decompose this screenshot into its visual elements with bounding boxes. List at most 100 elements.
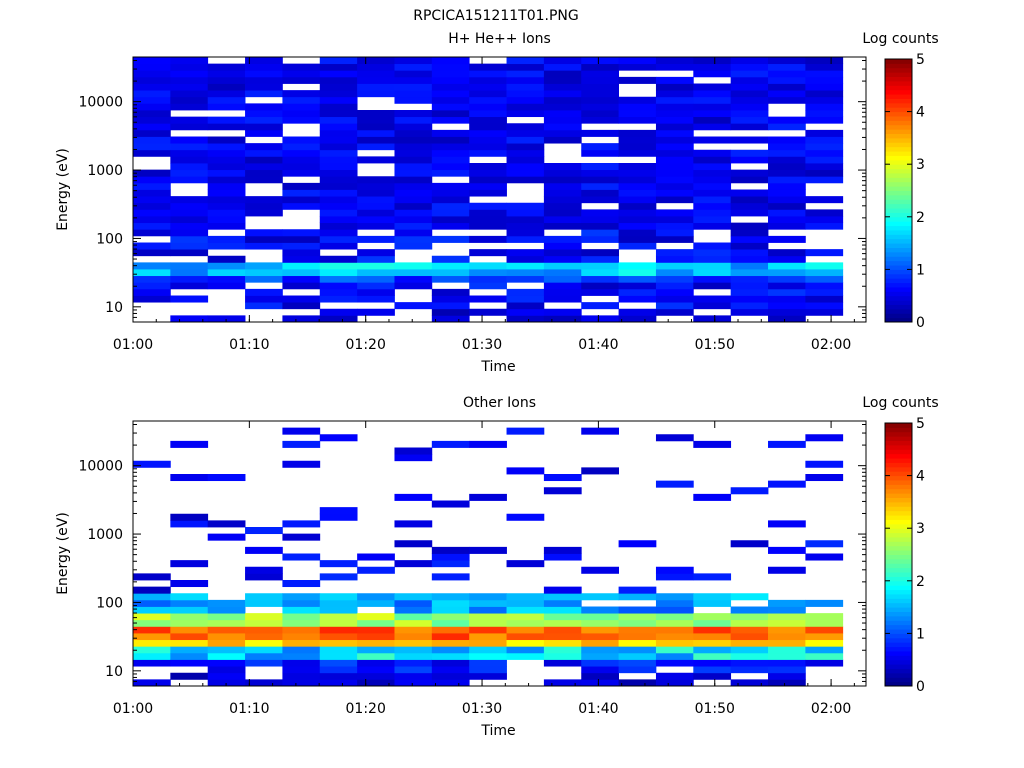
x-tick-label: 01:00 (113, 701, 153, 717)
heatmap-cell (245, 546, 283, 554)
heatmap-cell (170, 235, 209, 243)
heatmap-cell (618, 57, 657, 65)
heatmap-cell (768, 176, 806, 184)
colorbar-step (885, 659, 912, 665)
heatmap-cell (170, 633, 209, 641)
colorbar-step (885, 449, 912, 455)
heatmap-cell (805, 599, 844, 607)
heatmap-cell (319, 593, 358, 601)
x-tick-label: 01:20 (346, 701, 386, 717)
heatmap-cell (730, 666, 769, 674)
colorbar-step (885, 278, 912, 284)
heatmap-cell (730, 76, 769, 84)
heatmap-cell (469, 235, 507, 243)
heatmap-cell (357, 282, 395, 290)
heatmap-cell (730, 646, 769, 654)
heatmap-cell (319, 57, 358, 65)
heatmap-cell (768, 520, 806, 528)
heatmap-cell (431, 666, 470, 674)
colorbar-step (885, 142, 912, 148)
heatmap-cell (207, 76, 246, 84)
heatmap-cell (655, 633, 694, 641)
colorbar-step (885, 221, 912, 227)
heatmap-cell (282, 679, 321, 687)
heatmap-cell (543, 136, 582, 144)
heatmap-cell (618, 136, 657, 144)
colorbar-step (885, 563, 912, 569)
heatmap-cell (618, 262, 657, 270)
heatmap-cell (319, 646, 358, 654)
heatmap-cell (581, 116, 619, 124)
heatmap-cell (768, 83, 806, 91)
heatmap-cell (431, 308, 470, 316)
heatmap-cell (768, 182, 806, 190)
heatmap-cell (207, 474, 246, 482)
heatmap-cell (170, 143, 209, 151)
heatmap-cell (768, 249, 806, 257)
heatmap-cell (133, 460, 171, 468)
heatmap-cell (469, 70, 507, 78)
colorbar-step (885, 615, 912, 621)
heatmap-cell (394, 606, 433, 614)
heatmap-cell (768, 90, 806, 98)
heatmap-cell (618, 282, 657, 290)
heatmap-cell (357, 143, 395, 151)
heatmap-cell (805, 434, 844, 442)
heatmap-cell (581, 83, 619, 91)
heatmap-cell (730, 189, 769, 197)
heatmap-cell (506, 76, 545, 84)
heatmap-cell (693, 209, 732, 217)
heatmap-cell (394, 129, 433, 137)
heatmap-cell (133, 249, 171, 257)
heatmap-cell (170, 599, 209, 607)
heatmap-cell (693, 626, 732, 634)
heatmap-cell (693, 269, 732, 277)
heatmap-cell (655, 216, 694, 224)
heatmap-cell (618, 235, 657, 243)
heatmap-cell (581, 222, 619, 230)
heatmap-cell (693, 646, 732, 654)
heatmap-cell (170, 216, 209, 224)
heatmap-cell (319, 189, 358, 197)
heatmap-cell (618, 189, 657, 197)
heatmap-cell (805, 196, 844, 204)
heatmap-cell (506, 593, 545, 601)
heatmap-cell (357, 613, 395, 621)
x-tick-label: 01:20 (346, 337, 386, 353)
heatmap-cell (207, 176, 246, 184)
heatmap-cell (282, 255, 321, 263)
heatmap-cell (655, 116, 694, 124)
heatmap-cell (469, 269, 507, 277)
heatmap-cell (133, 288, 171, 296)
heatmap-cell (543, 222, 582, 230)
heatmap-cell (618, 646, 657, 654)
heatmap-cell (245, 566, 283, 574)
heatmap-cell (431, 129, 470, 137)
colorbar-step (885, 501, 912, 507)
heatmap-cell (133, 83, 171, 91)
heatmap-cell (133, 129, 171, 137)
colorbar-step (885, 572, 912, 577)
heatmap-cell (133, 262, 171, 270)
heatmap-cell (319, 156, 358, 164)
figure-title: RPCICA151211T01.PNG (413, 8, 578, 24)
heatmap-cell (207, 143, 246, 151)
heatmap-cell (768, 255, 806, 263)
heatmap-cell (357, 202, 395, 210)
heatmap-cell (469, 90, 507, 98)
colorbar-step (885, 186, 912, 191)
heatmap-cell (245, 209, 283, 217)
heatmap-cell (693, 149, 732, 157)
colorbar-step (885, 650, 912, 656)
heatmap-cell (245, 652, 283, 660)
heatmap-cell (394, 560, 433, 568)
heatmap-cell (805, 553, 844, 561)
heatmap-cell (431, 182, 470, 190)
heatmap-cell (207, 182, 246, 190)
colorbar-step (885, 291, 912, 297)
heatmap-cell (133, 136, 171, 144)
heatmap-cell (618, 116, 657, 124)
heatmap-cell (469, 440, 507, 448)
heatmap-cell (655, 573, 694, 581)
plot-frame (132, 56, 867, 323)
